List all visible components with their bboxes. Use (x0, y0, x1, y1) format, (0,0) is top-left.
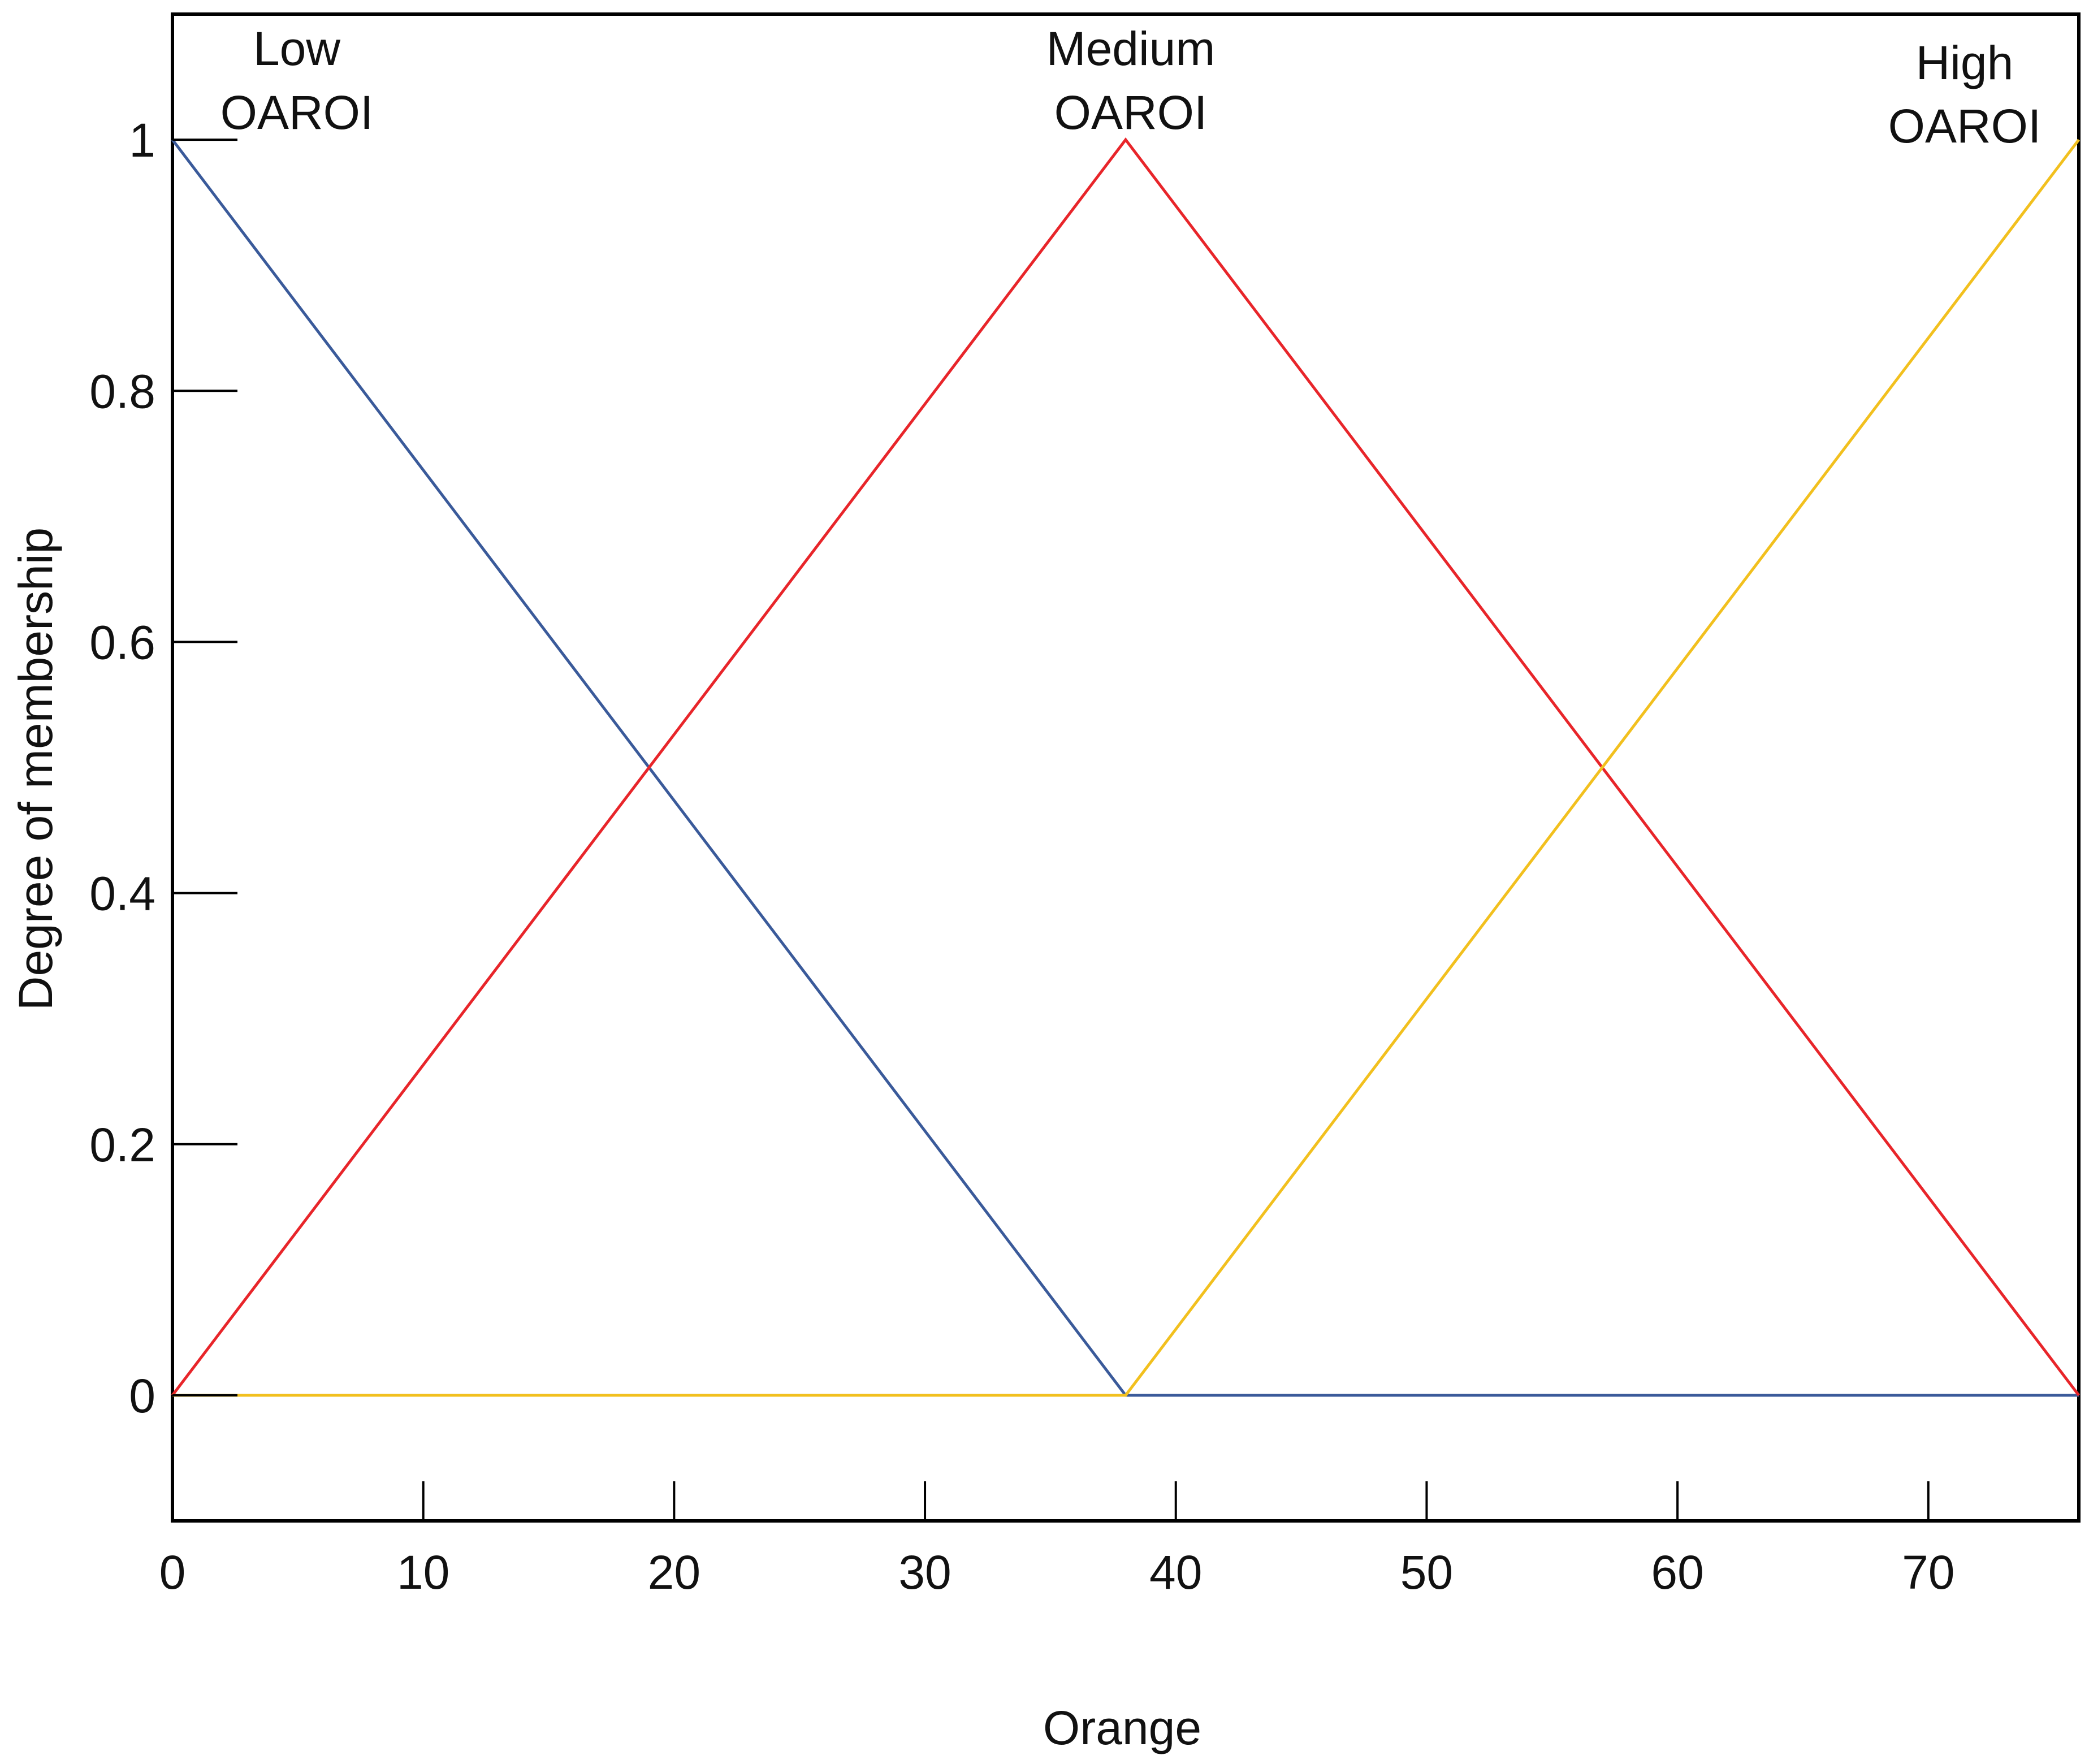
series-line-high-oaroi (172, 139, 2080, 1397)
x-tick-label: 50 (1400, 1546, 1453, 1599)
y-axis-ticks: 0 0.2 0.4 0.6 0.8 1 (89, 114, 237, 1423)
series-label-medium-oaroi: Medium OAROI (1046, 22, 1216, 139)
y-axis-label: Degree of membership (9, 528, 62, 1010)
x-tick-label: 30 (898, 1546, 951, 1599)
x-tick-label: 40 (1149, 1546, 1202, 1599)
x-axis-ticks: 0 10 20 30 40 50 60 70 (159, 1481, 1955, 1599)
series-line-low-oaroi (171, 139, 2079, 1397)
x-tick-label: 10 (397, 1546, 449, 1599)
y-tick-label: 0 (129, 1369, 155, 1423)
y-tick-label: 0.2 (89, 1118, 155, 1171)
x-tick-label: 20 (648, 1546, 700, 1599)
y-tick-label: 0.4 (89, 867, 155, 920)
y-tick-label: 1 (129, 114, 155, 167)
series-line-medium-oaroi (171, 137, 2080, 1396)
series-labels: Low OAROI Medium OAROI High OAROI (220, 22, 2042, 153)
series-layer (171, 137, 2080, 1397)
plot-frame (171, 12, 2081, 1523)
series-label-line: OAROI (1888, 100, 2042, 153)
y-tick-label: 0.6 (89, 616, 155, 669)
x-tick-label: 60 (1651, 1546, 1703, 1599)
series-label-low-oaroi: Low OAROI (220, 22, 374, 139)
series-label-line: High (1916, 36, 2014, 89)
x-tick-label: 0 (159, 1546, 186, 1599)
x-tick-label: 70 (1902, 1546, 1954, 1599)
x-axis-label: Orange (1043, 1701, 1201, 1754)
y-tick-label: 0.8 (89, 365, 155, 418)
series-label-line: Low (253, 22, 340, 75)
series-label-line: OAROI (220, 86, 374, 139)
series-label-line: Medium (1046, 22, 1216, 75)
series-label-high-oaroi: High OAROI (1888, 36, 2042, 153)
series-label-line: OAROI (1054, 86, 1208, 139)
